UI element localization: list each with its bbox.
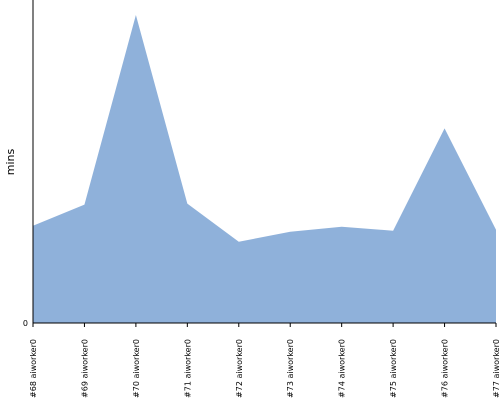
x-tick-label: #77 aiworker0	[492, 339, 500, 398]
y-tick-label: 0	[23, 319, 28, 328]
x-tick-label: #75 aiworker0	[389, 339, 398, 398]
x-tick-label: #71 aiworker0	[183, 339, 192, 398]
x-tick-label: #69 aiworker0	[80, 339, 89, 398]
plot-area	[33, 15, 496, 324]
x-tick-label: #74 aiworker0	[338, 339, 347, 398]
x-tick-label: #68 aiworker0	[29, 339, 38, 398]
area-series-fill	[33, 15, 496, 324]
x-tick-label: #73 aiworker0	[286, 339, 295, 398]
x-tick-label: #76 aiworker0	[441, 339, 450, 398]
x-tick-label: #72 aiworker0	[235, 339, 244, 398]
x-tick-labels: #68 aiworker0 #69 aiworker0 #70 aiworker0 #…	[29, 323, 500, 398]
y-axis-title: mins	[4, 148, 17, 175]
x-tick-label: #70 aiworker0	[132, 339, 141, 398]
